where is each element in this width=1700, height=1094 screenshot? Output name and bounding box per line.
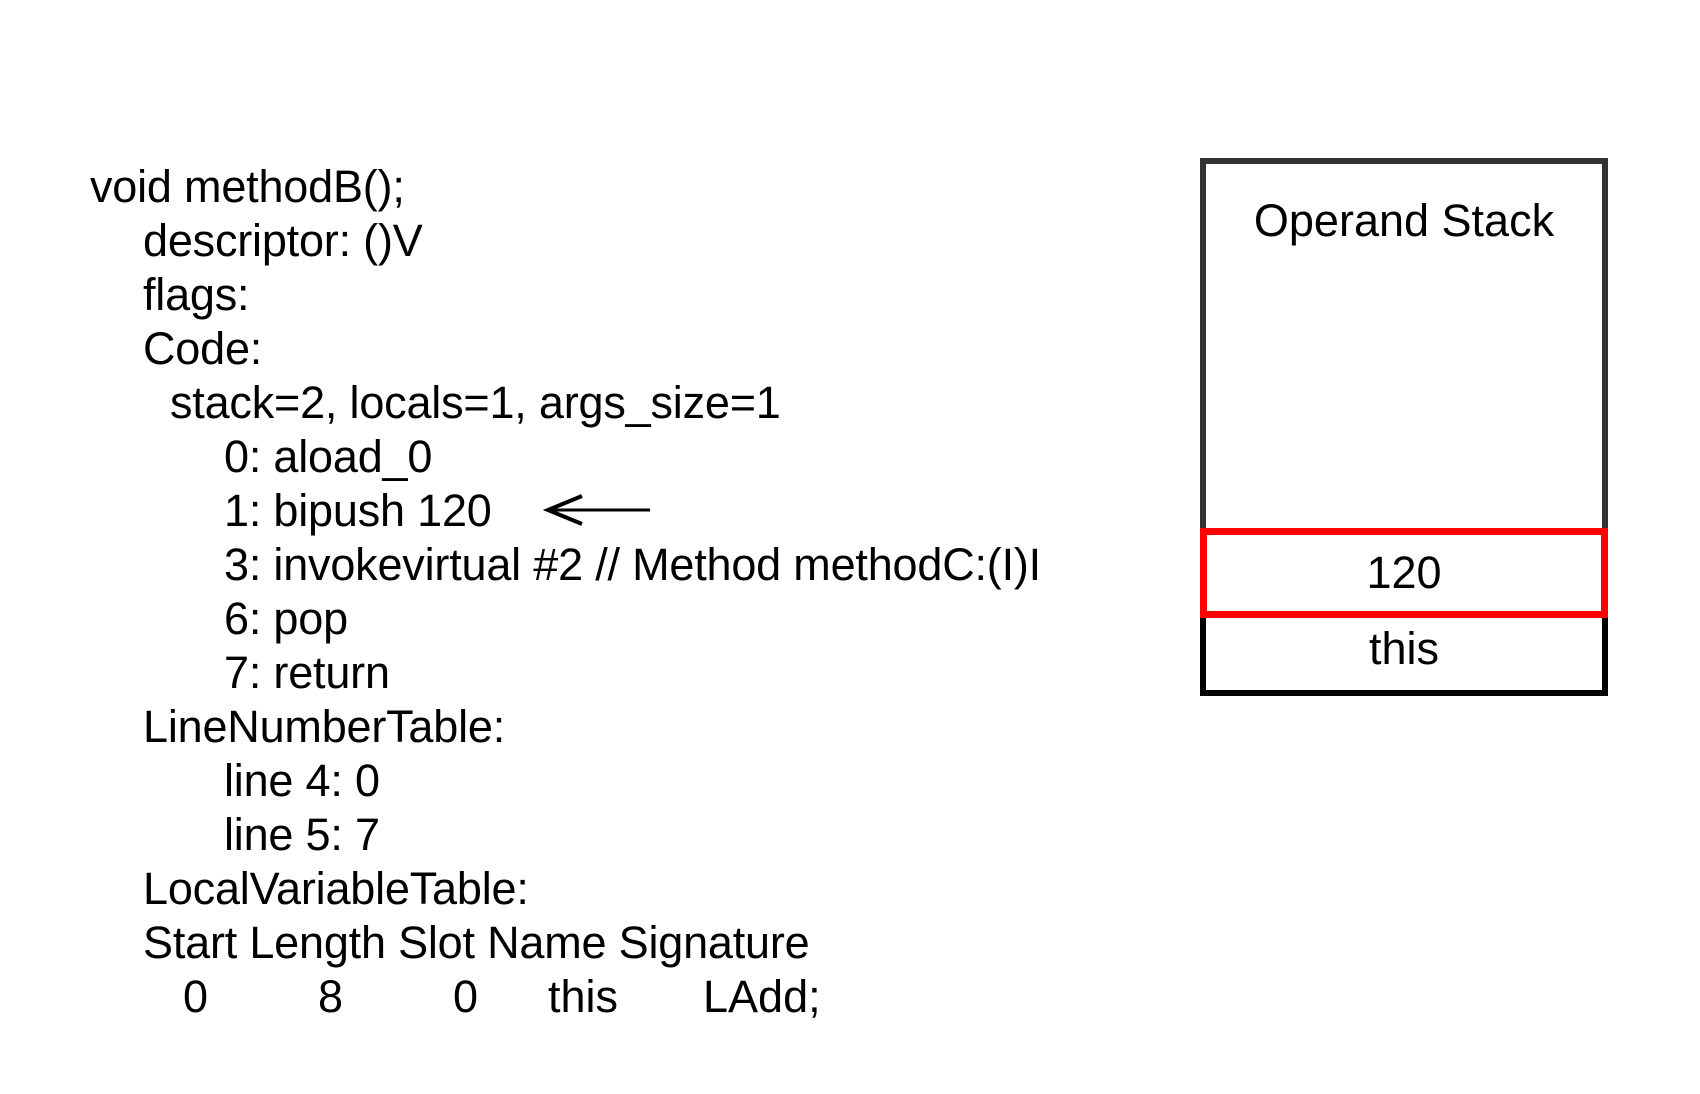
lvt-signature: LAdd; — [703, 971, 821, 1022]
bytecode-listing: void methodB(); descriptor: ()V flags: C… — [90, 161, 1041, 1022]
local-variable-table-header: Start Length Slot Name Signature — [143, 917, 810, 968]
line-number-table-label: LineNumberTable: — [143, 701, 506, 752]
lvt-length: 8 — [318, 971, 344, 1022]
method-signature: void methodB(); — [90, 161, 405, 212]
lvt-start: 0 — [183, 971, 209, 1022]
instruction-7: 7: return — [224, 647, 390, 698]
descriptor-line: descriptor: ()V — [143, 215, 423, 266]
instruction-6: 6: pop — [224, 593, 348, 644]
lvt-name: this — [548, 971, 619, 1022]
stack-slot-bottom: this — [1200, 618, 1608, 696]
instruction-3: 3: invokevirtual #2 // Method methodC:(I… — [224, 539, 1041, 590]
local-variable-table-label: LocalVariableTable: — [143, 863, 529, 914]
stack-info-line: stack=2, locals=1, args_size=1 — [170, 377, 781, 428]
line-number-entry: line 5: 7 — [224, 809, 380, 860]
flags-line: flags: — [143, 269, 250, 320]
instruction-1: 1: bipush 120 — [224, 485, 492, 536]
instruction-0: 0: aload_0 — [224, 431, 433, 482]
operand-stack-title: Operand Stack — [1253, 195, 1555, 246]
arrow-left-icon — [542, 494, 650, 526]
stack-slot-top: 120 — [1200, 528, 1608, 618]
lvt-slot: 0 — [453, 971, 479, 1022]
code-label: Code: — [143, 323, 263, 374]
line-number-entry: line 4: 0 — [224, 755, 380, 806]
